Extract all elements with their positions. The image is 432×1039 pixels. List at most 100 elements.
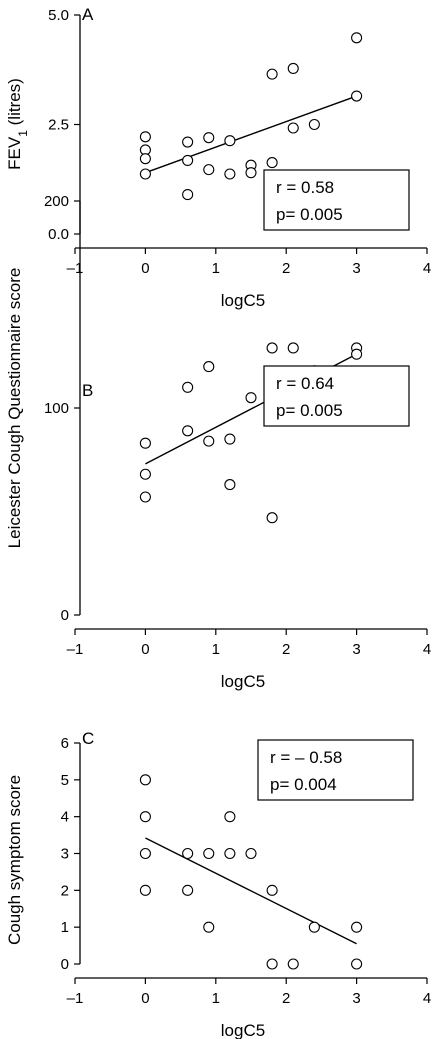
stat-r-value: r = 0.58 bbox=[276, 178, 334, 197]
data-point bbox=[245, 392, 257, 404]
y-tick-label: 2.5 bbox=[48, 117, 69, 134]
data-point bbox=[245, 167, 257, 179]
y-tick-label: 0 bbox=[61, 607, 69, 624]
y-tick-label: 4 bbox=[61, 809, 69, 826]
x-tick-label: 2 bbox=[282, 260, 290, 277]
data-point bbox=[224, 168, 236, 180]
data-point bbox=[351, 32, 363, 44]
data-point bbox=[182, 847, 194, 860]
data-point bbox=[224, 811, 236, 823]
data-point bbox=[139, 774, 151, 786]
y-tick-label: 1 bbox=[61, 919, 69, 936]
x-axis-label: logC5 bbox=[221, 672, 265, 691]
y-tick-label: 5.0 bbox=[48, 7, 69, 24]
x-tick-label: 4 bbox=[423, 641, 431, 658]
regression-line bbox=[145, 837, 357, 945]
data-point bbox=[266, 342, 278, 354]
data-point bbox=[308, 118, 320, 131]
stats-box bbox=[263, 365, 410, 427]
data-point bbox=[351, 958, 363, 970]
x-axis-label: logC5 bbox=[221, 291, 265, 310]
x-tick-label: –1 bbox=[67, 990, 84, 1007]
stats-box bbox=[263, 169, 410, 231]
y-tick-label: 2 bbox=[61, 882, 69, 899]
data-point bbox=[266, 884, 278, 896]
data-point bbox=[266, 958, 278, 970]
y-axis-label: Leicester Cough Questionnaire score bbox=[5, 268, 24, 549]
stat-p-value: p= 0.005 bbox=[276, 205, 343, 224]
x-tick-label: 3 bbox=[352, 260, 360, 277]
panel-letter: A bbox=[82, 5, 94, 24]
stats-box bbox=[257, 739, 414, 801]
panel-c: 0 1 2 3 4 5 6 –1 0 1 2 3 4 logC5 Cough symptom score Cr… bbox=[5, 729, 431, 1039]
data-point bbox=[182, 425, 194, 437]
data-point bbox=[139, 884, 151, 896]
data-point bbox=[351, 348, 363, 360]
data-point bbox=[224, 479, 236, 491]
x-tick-label: 1 bbox=[212, 641, 220, 658]
y-tick-label: 0 bbox=[61, 956, 69, 973]
data-point bbox=[139, 491, 151, 503]
stat-p-value: p= 0.004 bbox=[270, 775, 337, 794]
data-point bbox=[287, 958, 299, 970]
x-tick-label: 4 bbox=[423, 260, 431, 277]
y-tick-label: 6 bbox=[61, 735, 69, 752]
data-point bbox=[139, 847, 151, 860]
data-point bbox=[266, 512, 278, 524]
data-point bbox=[139, 811, 151, 823]
y-axis-label-main: FEV bbox=[5, 136, 24, 170]
data-point bbox=[351, 90, 363, 102]
panel-letter: C bbox=[82, 729, 94, 748]
stat-p-value: p= 0.005 bbox=[276, 401, 343, 420]
stat-r-value: r = 0.64 bbox=[276, 374, 334, 393]
data-point bbox=[203, 847, 215, 860]
data-point bbox=[203, 921, 215, 933]
panel-b: 0 100 200 –1 0 1 2 3 4 logC5 Leicester Cough Quest… bbox=[5, 193, 431, 691]
data-point bbox=[203, 164, 215, 176]
y-tick-label: 3 bbox=[61, 846, 69, 863]
data-point bbox=[266, 68, 278, 80]
data-point bbox=[266, 157, 278, 169]
y-tick-label: 200 bbox=[44, 193, 69, 210]
y-tick-label: 0.0 bbox=[48, 226, 69, 243]
x-tick-label: 0 bbox=[141, 990, 149, 1007]
data-point bbox=[245, 847, 257, 860]
data-point bbox=[351, 921, 363, 933]
data-point bbox=[182, 884, 194, 896]
data-point bbox=[139, 437, 151, 449]
stat-r-value: r = – 0.58 bbox=[270, 748, 342, 767]
x-tick-label: 2 bbox=[282, 641, 290, 658]
y-axis-label-suffix: (litres) bbox=[5, 78, 24, 130]
x-tick-label: 3 bbox=[352, 641, 360, 658]
x-tick-label: –1 bbox=[67, 641, 84, 658]
data-point bbox=[203, 435, 215, 447]
x-tick-label: 1 bbox=[212, 990, 220, 1007]
data-point bbox=[224, 847, 236, 860]
data-point bbox=[139, 168, 151, 180]
data-point bbox=[182, 381, 194, 393]
data-point bbox=[203, 361, 215, 373]
data-point bbox=[182, 189, 194, 201]
y-axis-label: FEV1 (litres) bbox=[5, 78, 30, 170]
data-point bbox=[287, 342, 299, 354]
data-point bbox=[224, 433, 236, 445]
y-axis-label-subscript: 1 bbox=[16, 130, 30, 137]
y-tick-label: 5 bbox=[61, 772, 69, 789]
y-tick-label: 100 bbox=[44, 400, 69, 417]
x-tick-label: –1 bbox=[67, 260, 84, 277]
data-point bbox=[182, 154, 194, 166]
data-point bbox=[139, 468, 151, 480]
data-point bbox=[139, 131, 151, 143]
x-tick-label: 3 bbox=[352, 990, 360, 1007]
y-axis-label: Cough symptom score bbox=[5, 775, 24, 945]
data-point bbox=[203, 132, 215, 144]
x-tick-label: 2 bbox=[282, 990, 290, 1007]
data-point bbox=[287, 62, 299, 74]
x-tick-label: 1 bbox=[212, 260, 220, 277]
data-point bbox=[287, 122, 299, 134]
panel-letter: B bbox=[82, 381, 93, 400]
x-tick-label: 4 bbox=[423, 990, 431, 1007]
data-point bbox=[224, 135, 236, 147]
